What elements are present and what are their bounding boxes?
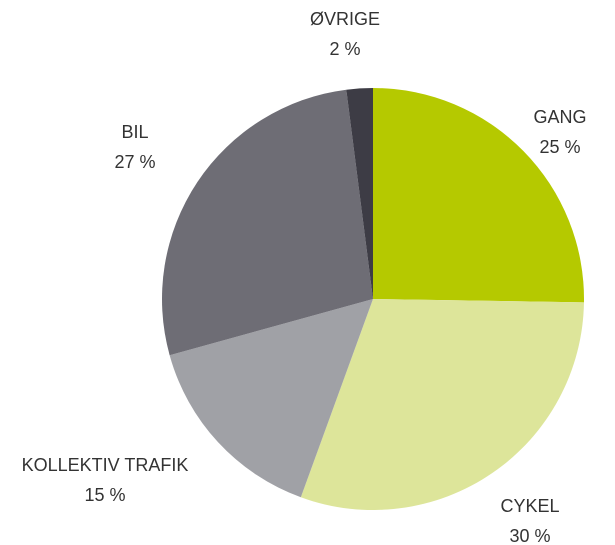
pie-slice (300, 299, 584, 511)
slice-label: KOLLEKTIV TRAFIK (22, 455, 189, 475)
pie-slice (169, 299, 373, 498)
slice-label: CYKEL (500, 496, 559, 516)
pie-slice (373, 88, 585, 303)
pie-slice (346, 88, 373, 299)
slice-value-label: 15 % (84, 485, 125, 505)
slice-value-label: 27 % (114, 152, 155, 172)
slice-value-label: 30 % (509, 526, 550, 545)
slice-label: BIL (121, 122, 148, 142)
slice-label: ØVRIGE (310, 9, 380, 29)
slice-label: GANG (533, 107, 586, 127)
slice-value-label: 25 % (539, 137, 580, 157)
pie-slice (161, 89, 373, 356)
slice-value-label: 2 % (329, 39, 360, 59)
